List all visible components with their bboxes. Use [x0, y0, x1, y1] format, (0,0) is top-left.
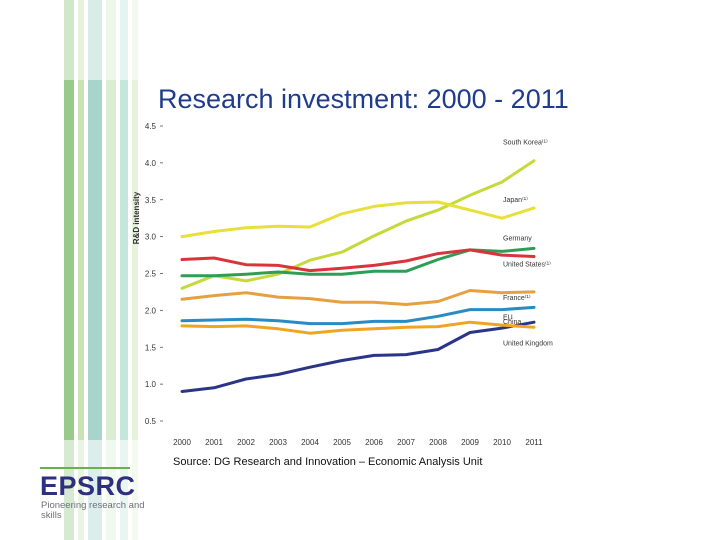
series-line-south-korea	[180, 159, 536, 290]
series-lines	[180, 159, 536, 393]
slide-title: Research investment: 2000 - 2011	[158, 84, 569, 114]
decorative-left-stripes	[0, 0, 160, 540]
y-tick-label: 4.0	[145, 159, 157, 168]
y-tick-label: 3.5	[145, 196, 157, 205]
x-axis-ticks: 2000 2001 2002 2003 2004 2005 2006 2007 2008 2009…	[173, 438, 543, 447]
series-line-eu	[180, 305, 536, 326]
x-tick-label: 2008	[429, 438, 447, 447]
series-labels: South Korea⁽¹⁾ Japan⁽¹⁾ Germany United Stat…	[503, 139, 553, 348]
x-tick-label: 2006	[365, 438, 383, 447]
series-line-united-kingdom	[180, 320, 536, 335]
series-label-united-kingdom: United Kingdom	[503, 340, 553, 347]
y-tick-label: 0.5	[145, 417, 157, 426]
logo-accent-bar	[40, 467, 130, 469]
x-tick-label: 2010	[493, 438, 511, 447]
y-axis-label: R&D intensity	[132, 191, 141, 244]
epsrc-logo: EPSRC Pioneering research and skills	[40, 465, 160, 525]
y-axis-ticks: 0.5 1.0 1.5 2.0 2.5 3.0 3.5 4.0 4.5	[145, 122, 163, 426]
series-label-united-states: United States⁽¹⁾	[503, 261, 551, 269]
x-tick-label: 2007	[397, 438, 415, 447]
logo-wordmark: EPSRC	[40, 471, 136, 501]
x-tick-label: 2004	[301, 438, 319, 447]
y-tick-label: 1.5	[145, 343, 157, 352]
series-label-eu: EU	[503, 314, 513, 321]
series-line-france	[180, 289, 536, 306]
series-line-china	[180, 320, 536, 393]
x-tick-label: 2000	[173, 438, 191, 447]
y-tick-label: 2.5	[145, 270, 157, 279]
y-tick-label: 4.5	[145, 122, 157, 131]
logo-tagline: Pioneering research and skills	[41, 500, 145, 521]
series-label-japan: Japan⁽¹⁾	[503, 196, 528, 204]
x-tick-label: 2003	[269, 438, 287, 447]
x-tick-label: 2002	[237, 438, 255, 447]
x-tick-label: 2011	[525, 438, 543, 447]
line-chart: R&D intensity 0.5 1.0 1.5 2.0 2.5 3.0 3.5 4.0 4.…	[132, 122, 553, 447]
series-label-south-korea: South Korea⁽¹⁾	[503, 139, 548, 147]
y-tick-label: 1.0	[145, 380, 157, 389]
series-line-japan	[180, 200, 536, 239]
series-label-france: France⁽¹⁾	[503, 294, 531, 302]
x-tick-label: 2001	[205, 438, 223, 447]
series-label-germany: Germany	[503, 235, 532, 242]
source-note: Source: DG Research and Innovation – Eco…	[173, 456, 483, 468]
x-tick-label: 2009	[461, 438, 479, 447]
y-tick-label: 3.0	[145, 233, 157, 242]
y-tick-label: 2.0	[145, 306, 157, 315]
x-tick-label: 2005	[333, 438, 351, 447]
series-line-united-states	[180, 248, 536, 273]
series-label-china: China	[503, 319, 521, 326]
